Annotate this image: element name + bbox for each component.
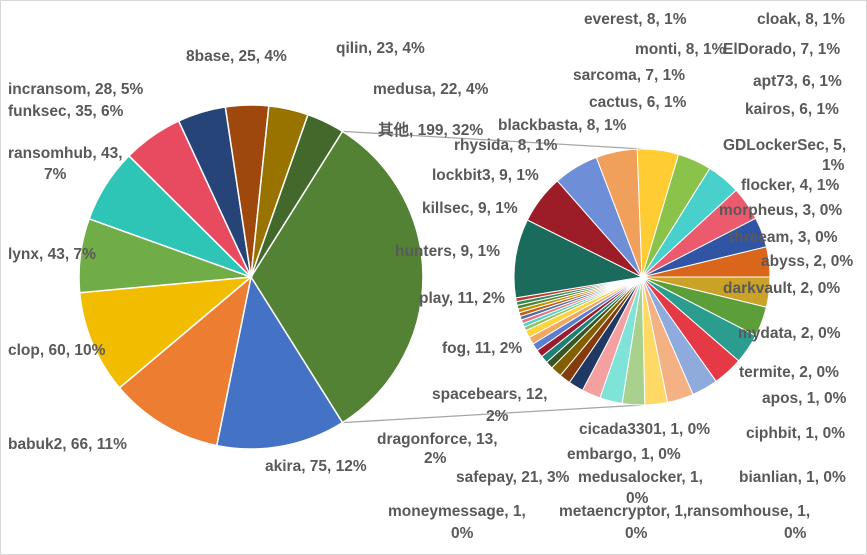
connector-lines bbox=[342, 130, 643, 424]
data-label: killsec, 9, 1% bbox=[422, 200, 518, 217]
data-labels: 8base, 25, 4% qilin, 23, 4% incransom, 28,… bbox=[8, 11, 853, 542]
data-label: kairos, 6, 1% bbox=[745, 101, 839, 118]
data-label: sarcoma, 7, 1% bbox=[573, 67, 685, 84]
data-label: blackbasta, 8, 1% bbox=[498, 117, 627, 134]
data-label: funksec, 35, 6% bbox=[8, 103, 124, 120]
data-label: akira, 75, 12% bbox=[265, 458, 367, 475]
data-label: monti, 8, 1% bbox=[635, 41, 726, 58]
data-label: medusa, 22, 4% bbox=[373, 81, 489, 98]
data-label: GDLockerSec, 5, bbox=[723, 137, 846, 154]
data-label: clop, 60, 10% bbox=[8, 342, 106, 359]
data-label: mydata, 2, 0% bbox=[738, 325, 841, 342]
data-label: safepay, 21, 3% bbox=[456, 469, 570, 486]
data-label: 0% bbox=[451, 525, 474, 542]
connector-bottom bbox=[342, 404, 643, 424]
data-label: 2% bbox=[424, 450, 447, 467]
data-label: rhysida, 8, 1% bbox=[454, 137, 558, 154]
data-label: cloak, 8, 1% bbox=[757, 11, 845, 28]
data-label: babuk2, 66, 11% bbox=[8, 436, 127, 453]
slice-clop bbox=[78, 276, 254, 389]
data-label: 8base, 25, 4% bbox=[186, 48, 287, 65]
data-label: 2% bbox=[486, 408, 509, 425]
main-pie bbox=[78, 104, 424, 450]
data-label: flocker, 4, 1% bbox=[741, 177, 839, 194]
data-label: metaencryptor, 1, bbox=[559, 503, 687, 520]
data-label: darkvault, 2, 0% bbox=[723, 280, 840, 297]
slice-babuk2 bbox=[118, 275, 253, 447]
data-label: hunters, 9, 1% bbox=[395, 243, 500, 260]
secondary-slice-safepay bbox=[513, 219, 644, 299]
data-label: morpheus, 3, 0% bbox=[719, 202, 842, 219]
data-label: threeam, 3, 0% bbox=[729, 229, 838, 246]
data-label: 0% bbox=[784, 525, 807, 542]
data-label: termite, 2, 0% bbox=[739, 364, 839, 381]
data-label: cactus, 6, 1% bbox=[589, 94, 687, 111]
data-label: ElDorado, 7, 1% bbox=[723, 41, 840, 58]
slice-akira bbox=[215, 275, 344, 450]
data-label: 7% bbox=[44, 166, 67, 183]
data-label: 1% bbox=[822, 157, 845, 174]
data-label: 0% bbox=[626, 490, 649, 507]
data-label: apos, 1, 0% bbox=[762, 390, 847, 407]
slice-medusa bbox=[250, 113, 344, 278]
data-label: play, 11, 2% bbox=[419, 290, 505, 307]
data-label: embargo, 1, 0% bbox=[567, 446, 681, 463]
data-label: everest, 8, 1% bbox=[584, 11, 687, 28]
data-label: moneymessage, 1, bbox=[388, 503, 526, 520]
data-label: fog, 11, 2% bbox=[442, 340, 522, 357]
secondary-slice-blackbasta-alt bbox=[641, 246, 771, 278]
data-label: 0% bbox=[625, 525, 648, 542]
data-label: spacebears, 12, bbox=[432, 386, 547, 403]
data-label: apt73, 6, 1% bbox=[753, 73, 842, 90]
data-label: medusalocker, 1, bbox=[578, 469, 703, 486]
data-label: ransomhouse, 1, bbox=[687, 503, 810, 520]
data-label: dragonforce, 13, bbox=[377, 431, 498, 448]
data-label: ciphbit, 1, 0% bbox=[746, 425, 845, 442]
data-label: lockbit3, 9, 1% bbox=[432, 167, 539, 184]
data-label: incransom, 28, 5% bbox=[8, 81, 143, 98]
connector-top bbox=[342, 130, 643, 150]
secondary-pie bbox=[513, 148, 771, 406]
data-label: lynx, 43, 7% bbox=[8, 246, 96, 263]
data-label: ransomhub, 43, bbox=[8, 145, 123, 162]
data-label: qilin, 23, 4% bbox=[336, 40, 425, 57]
data-label: 其他, 199, 32% bbox=[378, 120, 483, 139]
data-label: bianlian, 1, 0% bbox=[739, 469, 846, 486]
data-label: abyss, 2, 0% bbox=[761, 253, 853, 270]
data-label: cicada3301, 1, 0% bbox=[579, 421, 710, 438]
slice-other bbox=[250, 130, 424, 424]
